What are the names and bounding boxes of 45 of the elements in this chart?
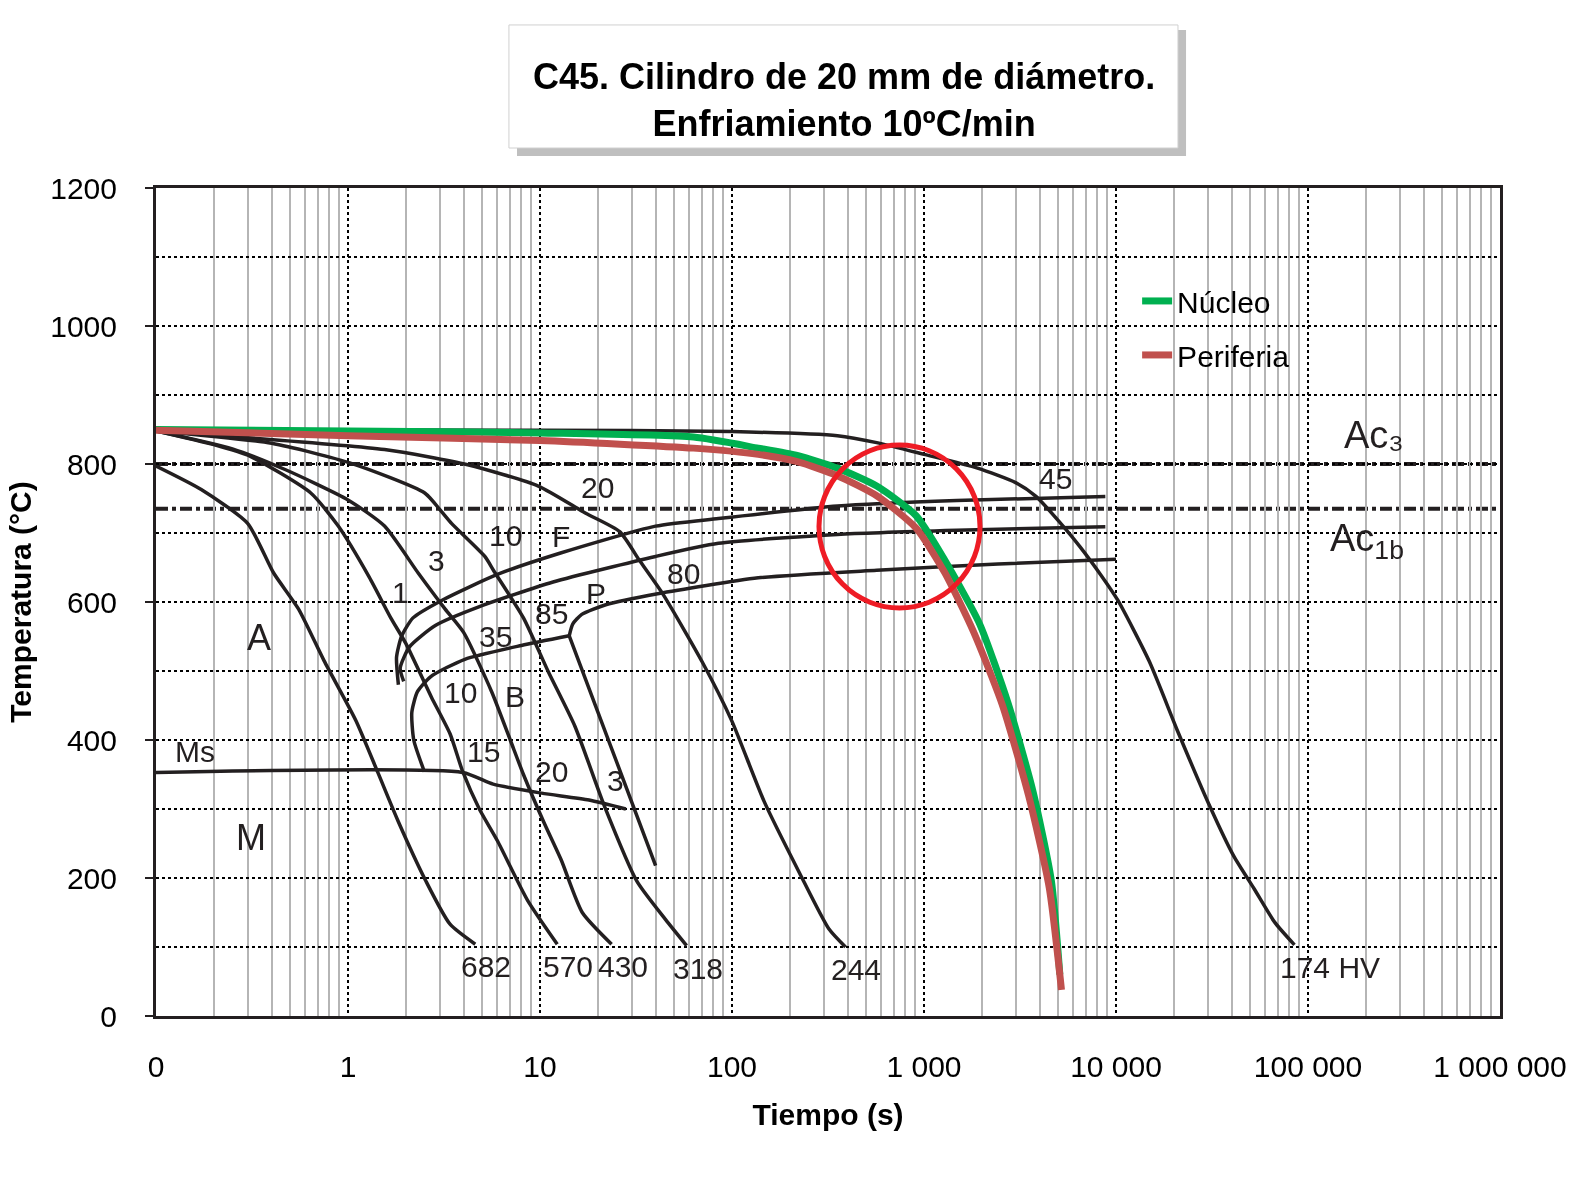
x-tick-label: 1 000 000 (1433, 1050, 1567, 1083)
x-tick-label: 1 (339, 1050, 357, 1083)
annotation: 10 (444, 676, 478, 709)
y-tick-label: 400 (66, 723, 117, 757)
x-tick-label: 10 (523, 1050, 557, 1083)
x-axis-title: Tiempo (s) (752, 1097, 904, 1131)
annotation: 682 (461, 950, 512, 983)
ref-line-label: Ac$_{1b}$ (1330, 517, 1404, 565)
x-tick-label: 0 (147, 1050, 165, 1083)
annotation: 85 (535, 597, 569, 630)
y-tick-label: 0 (100, 999, 117, 1033)
y-tick-label: 1000 (50, 309, 117, 343)
y-tick-label: 600 (66, 585, 117, 619)
annotation: 10 (489, 519, 523, 552)
annotation: 244 (831, 953, 882, 986)
annotation: 430 (598, 950, 649, 983)
ref-line-label: Ac₃ (1344, 414, 1404, 456)
y-tick-label: 200 (66, 861, 117, 895)
legend-label: Periferia (1177, 339, 1290, 373)
annotation: 174 HV (1280, 951, 1381, 984)
y-axis-title: Temperatura (°C) (4, 481, 38, 723)
y-tick-label: 1200 (50, 171, 117, 205)
annotation: P (586, 577, 607, 610)
annotation: Ms (175, 735, 215, 768)
annotation: M (236, 817, 266, 858)
x-tick-label: 10 000 (1070, 1050, 1162, 1083)
x-tick-label: 1 000 (886, 1050, 962, 1083)
annotation: 3 (428, 544, 445, 577)
annotation: 35 (479, 620, 513, 653)
annotation: 45 (1039, 462, 1073, 495)
annotation: 20 (535, 755, 569, 788)
annotation: B (505, 680, 526, 713)
annotation: F (552, 520, 571, 553)
legend-label: Núcleo (1177, 285, 1271, 319)
x-tick-label: 100 (706, 1050, 758, 1083)
annotation: 318 (673, 952, 724, 985)
chart-title: C45. Cilindro de 20 mm de diámetro. Enfriamiento 10ºC/min (533, 56, 1156, 144)
annotation: 15 (467, 735, 501, 768)
annotation: 570 (543, 950, 594, 983)
annotation: 80 (667, 557, 701, 590)
annotation: 20 (581, 471, 615, 504)
x-tick-label: 100 000 (1253, 1050, 1363, 1083)
annotation: 1 (392, 576, 409, 609)
annotation: A (247, 617, 272, 658)
y-tick-label: 800 (66, 447, 117, 481)
